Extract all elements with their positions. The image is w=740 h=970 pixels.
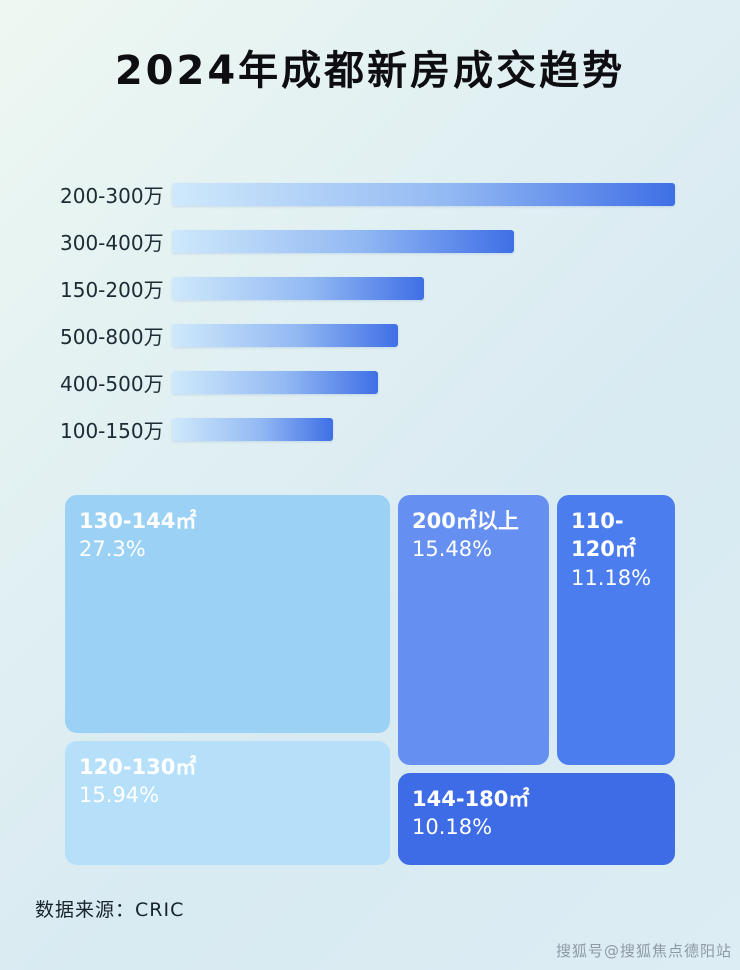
bar-fill <box>172 276 424 300</box>
bar-track <box>172 229 675 253</box>
tile-label: 144-180㎡ <box>412 787 530 811</box>
treemap-tile: 144-180㎡ 10.18% <box>398 773 675 865</box>
tile-percentage: 27.3% <box>79 537 146 562</box>
tile-percentage: 10.18% <box>412 815 493 840</box>
bar-label: 400-500万 <box>60 371 164 396</box>
bar-fill <box>172 182 675 206</box>
bar-track <box>172 370 675 394</box>
tile-percentage: 15.48% <box>412 537 493 562</box>
tile-label: 130-144㎡ <box>79 509 197 533</box>
tile-label: 200㎡以上 <box>412 509 519 533</box>
treemap-tile: 110-120㎡ 11.18% <box>557 495 675 765</box>
price-range-bar-chart: 200-300万 300-400万 150-200万 500-800万 400-… <box>60 182 675 464</box>
bar-track <box>172 323 675 347</box>
tile-percentage: 15.94% <box>79 783 160 808</box>
treemap-tile: 130-144㎡ 27.3% <box>65 495 390 733</box>
area-share-treemap: 130-144㎡ 27.3% 120-130㎡ 15.94% 200㎡以上 15… <box>65 495 675 865</box>
bar-fill <box>172 370 379 394</box>
tile-label: 120-130㎡ <box>79 755 197 779</box>
bar-label: 100-150万 <box>60 418 164 443</box>
bar-track <box>172 182 675 206</box>
bar-row: 200-300万 <box>60 182 675 208</box>
bar-track <box>172 276 675 300</box>
bar-label: 150-200万 <box>60 277 164 302</box>
bar-fill <box>172 417 333 441</box>
page-title: 2024年成都新房成交趋势 <box>114 48 626 94</box>
treemap-tile: 200㎡以上 15.48% <box>398 495 549 765</box>
bar-row: 150-200万 <box>60 276 675 302</box>
bar-fill <box>172 323 399 347</box>
bar-row: 500-800万 <box>60 323 675 349</box>
data-source-label: 数据来源：CRIC <box>35 899 185 921</box>
bar-row: 300-400万 <box>60 229 675 255</box>
tile-label: 110-120㎡ <box>571 509 636 562</box>
tile-percentage: 11.18% <box>571 565 652 590</box>
bar-row: 100-150万 <box>60 417 675 443</box>
bar-label: 500-800万 <box>60 324 164 349</box>
bar-label: 200-300万 <box>60 183 164 208</box>
watermark-text: 搜狐号@搜狐焦点德阳站 <box>555 942 732 960</box>
bar-track <box>172 417 675 441</box>
bar-fill <box>172 229 515 253</box>
bar-row: 400-500万 <box>60 370 675 396</box>
bar-label: 300-400万 <box>60 230 164 255</box>
treemap-tile: 120-130㎡ 15.94% <box>65 741 390 865</box>
